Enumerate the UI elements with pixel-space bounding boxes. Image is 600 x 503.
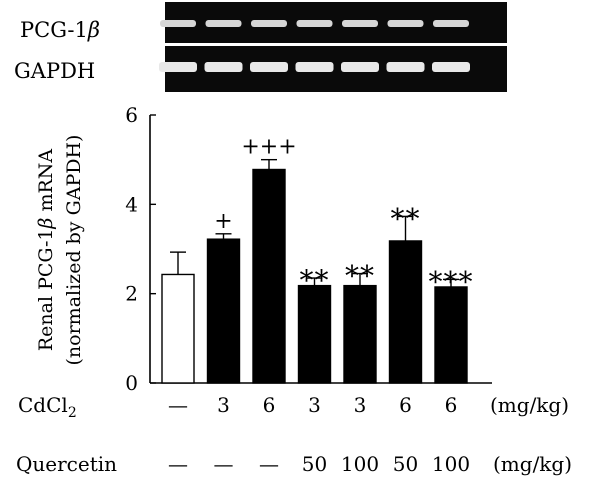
y-axis-title-part1: Renal PCG-1 — [35, 229, 57, 352]
bar — [297, 284, 332, 384]
treatment-value: — — [168, 452, 188, 476]
treatment-value: 50 — [302, 452, 327, 476]
bar — [206, 238, 241, 384]
significance-label: + — [214, 209, 232, 234]
bar — [388, 240, 423, 384]
blot-band-gapdh — [341, 62, 379, 72]
treatment-unit: (mg/kg) — [490, 393, 569, 417]
y-axis-title: Renal PCG-1β mRNA (normalized by GAPDH) — [35, 135, 85, 366]
blot-band-pcg1b — [160, 20, 196, 27]
blot-band-pcg1b — [433, 20, 469, 27]
blot-bands — [159, 20, 470, 72]
blot-band-pcg1b — [251, 20, 287, 27]
treatment-value: 3 — [308, 393, 321, 417]
treatment-value: — — [259, 452, 279, 476]
treatment-value: — — [214, 452, 234, 476]
treatment-label-text: Quercetin — [16, 452, 117, 476]
y-tick-label: 0 — [125, 371, 138, 395]
blot-label-beta: β — [87, 18, 100, 42]
treatment-label: Quercetin — [16, 452, 117, 476]
bar — [343, 284, 377, 384]
blot-band-pcg1b — [342, 20, 378, 27]
significance-label: +++ — [241, 135, 296, 160]
significance-label: ** — [391, 202, 421, 235]
y-tick-label: 6 — [125, 103, 138, 127]
blot-label-pcg1b: PCG-1β — [20, 18, 100, 42]
y-axis-title-part2: mRNA — [35, 149, 57, 218]
treatment-label-subscript: 2 — [68, 405, 77, 421]
treatment-value: 6 — [445, 393, 458, 417]
blot-label-gapdh: GAPDH — [14, 59, 95, 83]
significance-label: ** — [300, 264, 330, 297]
significance-label: ** — [345, 260, 375, 293]
blot-band-gapdh — [386, 62, 425, 72]
y-ticks: 0 2 4 6 — [125, 103, 156, 395]
bar — [161, 273, 195, 384]
y-axis-title-beta: β — [35, 218, 57, 230]
bar — [434, 286, 468, 384]
treatment-table: CdCl2 — 3 6 3 3 6 6 (mg/kg) Quercetin — — — 50 100 50 10… — [16, 393, 572, 476]
treatment-value: 50 — [393, 452, 418, 476]
blot-band-gapdh — [204, 62, 243, 72]
treatment-label-text: CdCl — [18, 393, 68, 417]
blot-band-pcg1b — [387, 20, 424, 27]
blot-band-pcg1b — [205, 20, 242, 27]
treatment-value: 100 — [432, 452, 470, 476]
y-tick-label: 4 — [125, 192, 138, 216]
blot-band-gapdh — [159, 62, 197, 72]
blot-band-gapdh — [432, 62, 470, 72]
bars: ++++** ******* — [161, 135, 474, 384]
treatment-value: 3 — [217, 393, 230, 417]
blot-band-pcg1b — [296, 20, 333, 27]
blot-band-gapdh — [250, 62, 288, 72]
blot-band-gapdh — [295, 62, 334, 72]
treatment-unit: (mg/kg) — [493, 452, 572, 476]
treatment-value: — — [168, 393, 188, 417]
y-axis-title-line1: Renal PCG-1β mRNA — [35, 149, 57, 352]
treatment-value: 6 — [263, 393, 276, 417]
blot-label-pcg1b-text: PCG-1 — [20, 18, 88, 42]
y-tick-label: 2 — [125, 282, 138, 306]
significance-label: *** — [429, 265, 474, 298]
y-axis-title-line2: (normalized by GAPDH) — [63, 135, 85, 366]
bar — [252, 168, 286, 384]
treatment-value: 6 — [399, 393, 412, 417]
treatment-value: 100 — [341, 452, 379, 476]
treatment-label: CdCl2 — [18, 393, 77, 421]
treatment-value: 3 — [354, 393, 367, 417]
